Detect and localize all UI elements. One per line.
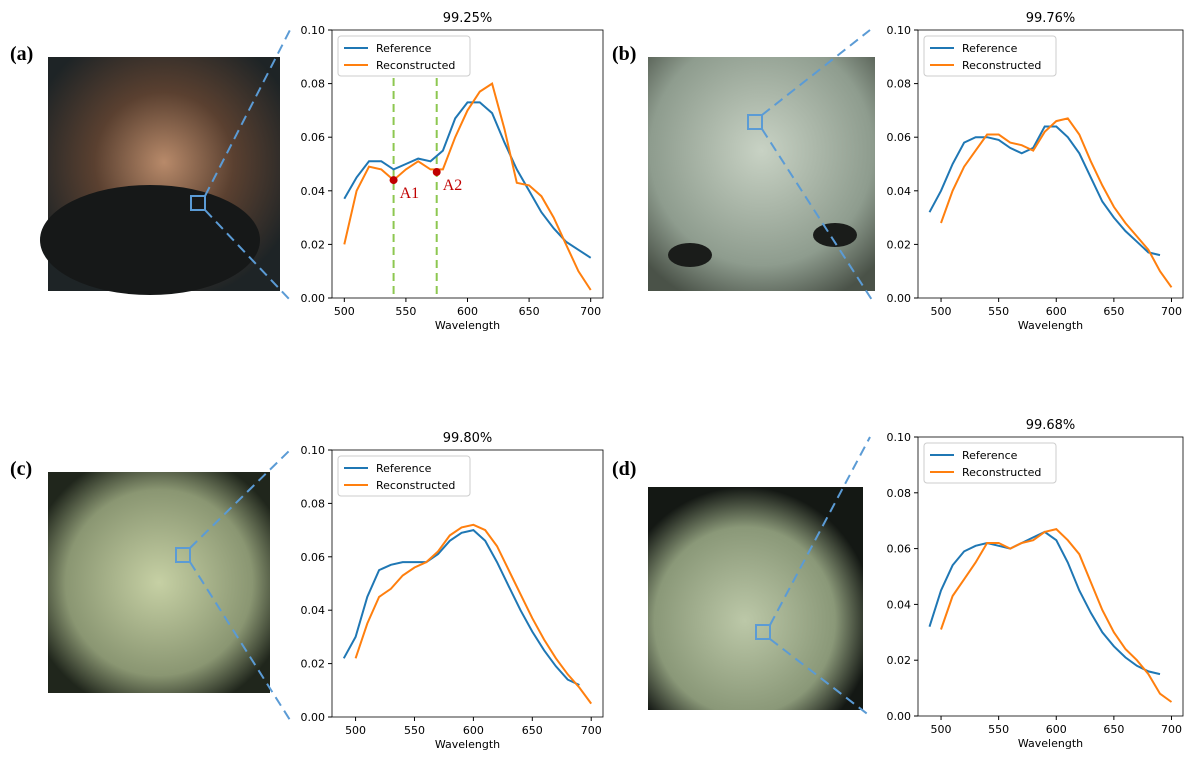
y-tick-label: 0.04	[887, 598, 912, 611]
x-tick-label: 700	[1161, 723, 1182, 736]
legend-label: Reconstructed	[962, 59, 1041, 72]
legend-label: Reference	[962, 42, 1018, 55]
y-tick-label: 0.04	[301, 604, 326, 617]
y-tick-label: 0.06	[887, 543, 912, 556]
y-tick-label: 0.02	[301, 238, 326, 251]
y-tick-label: 0.10	[887, 431, 912, 444]
x-tick-label: 600	[1046, 305, 1067, 318]
series-line	[344, 84, 590, 290]
legend-label: Reference	[376, 42, 432, 55]
annotation-point	[433, 168, 441, 176]
panel-label: (c)	[10, 458, 32, 480]
x-axis-label: Wavelength	[1018, 737, 1083, 750]
panel-label: (a)	[10, 43, 33, 65]
annotation-label: A1	[400, 185, 420, 202]
chart-title: 99.68%	[1026, 418, 1076, 433]
series-line	[941, 118, 1172, 287]
y-tick-label: 0.06	[887, 131, 912, 144]
photo	[48, 472, 270, 693]
x-tick-label: 550	[988, 305, 1009, 318]
x-tick-label: 600	[457, 305, 478, 318]
series-line	[930, 127, 1161, 256]
panel-label: (b)	[612, 43, 636, 65]
annotation-label: A2	[443, 177, 463, 194]
y-tick-label: 0.04	[887, 185, 912, 198]
y-tick-label: 0.00	[301, 292, 326, 305]
x-tick-label: 700	[580, 305, 601, 318]
y-tick-label: 0.08	[301, 78, 326, 91]
y-tick-label: 0.06	[301, 131, 326, 144]
photo-detail	[40, 185, 260, 295]
x-axis-label: Wavelength	[435, 319, 500, 332]
x-axis-label: Wavelength	[1018, 319, 1083, 332]
y-tick-label: 0.08	[887, 78, 912, 91]
x-tick-label: 700	[1161, 305, 1182, 318]
chart-title: 99.80%	[443, 431, 493, 446]
y-tick-label: 0.08	[301, 497, 326, 510]
y-tick-label: 0.10	[887, 24, 912, 37]
series-line	[344, 102, 590, 257]
x-tick-label: 550	[395, 305, 416, 318]
y-tick-label: 0.08	[887, 487, 912, 500]
x-tick-label: 650	[1103, 723, 1124, 736]
panel-label: (d)	[612, 458, 636, 480]
x-tick-label: 650	[1103, 305, 1124, 318]
legend-label: Reference	[962, 449, 1018, 462]
series-line	[930, 532, 1161, 674]
series-line	[356, 525, 592, 704]
chart-title: 99.76%	[1026, 11, 1076, 26]
y-tick-label: 0.06	[301, 551, 326, 564]
y-tick-label: 0.00	[301, 711, 326, 724]
x-tick-label: 650	[522, 724, 543, 737]
chart-title: 99.25%	[443, 11, 493, 26]
x-tick-label: 500	[345, 724, 366, 737]
x-axis-label: Wavelength	[435, 738, 500, 751]
series-line	[941, 529, 1172, 702]
annotation-point	[390, 176, 398, 184]
y-tick-label: 0.02	[887, 238, 912, 251]
x-tick-label: 600	[463, 724, 484, 737]
x-tick-label: 650	[519, 305, 540, 318]
y-tick-label: 0.04	[301, 185, 326, 198]
x-tick-label: 500	[931, 305, 952, 318]
x-tick-label: 550	[988, 723, 1009, 736]
legend-label: Reference	[376, 462, 432, 475]
y-tick-label: 0.02	[301, 658, 326, 671]
figure: (a) 99.25% 0.00 0.02 0.04 0.06 0.08 0.10 500 550 6…	[0, 0, 1188, 757]
x-tick-label: 500	[931, 723, 952, 736]
y-tick-label: 0.10	[301, 24, 326, 37]
legend-label: Reconstructed	[376, 479, 455, 492]
y-tick-label: 0.02	[887, 654, 912, 667]
x-tick-label: 700	[581, 724, 602, 737]
legend-label: Reconstructed	[376, 59, 455, 72]
y-tick-label: 0.00	[887, 710, 912, 723]
photo-detail	[668, 243, 712, 267]
x-tick-label: 500	[334, 305, 355, 318]
series-line	[344, 530, 580, 685]
y-tick-label: 0.00	[887, 292, 912, 305]
photo	[648, 487, 863, 710]
y-tick-label: 0.10	[301, 444, 326, 457]
legend-label: Reconstructed	[962, 466, 1041, 479]
x-tick-label: 550	[404, 724, 425, 737]
x-tick-label: 600	[1046, 723, 1067, 736]
